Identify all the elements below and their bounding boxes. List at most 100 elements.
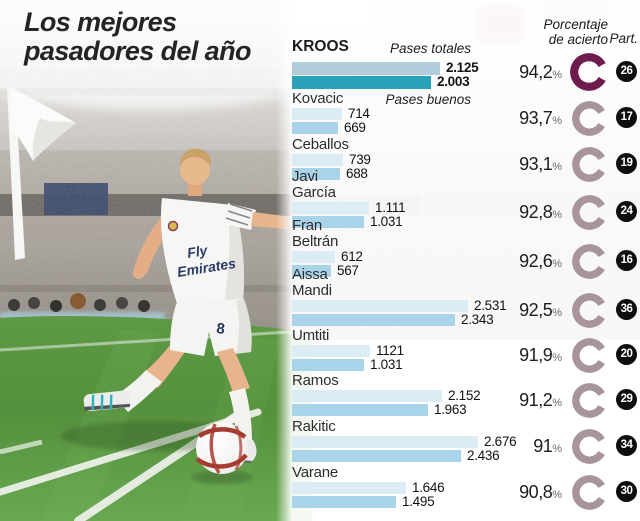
total-passes-bar (292, 154, 343, 166)
good-passes-value: 1.031 (370, 214, 403, 229)
accuracy-ring (572, 243, 607, 279)
accuracy-ring (572, 100, 607, 136)
player-name: Aissa Mandi (292, 266, 332, 299)
total-passes-bar (292, 62, 440, 75)
club-crest (167, 220, 179, 232)
corner-flag (7, 87, 76, 260)
legend-good-passes: Pases buenos (385, 92, 471, 107)
accuracy-percentage: 91% (533, 436, 562, 456)
player-name: Ramos (292, 372, 339, 389)
total-passes-bar (292, 108, 342, 120)
good-passes-bar (292, 122, 338, 134)
jersey-sponsor-line1: Fly (186, 242, 210, 261)
total-passes-value: 1121 (376, 343, 404, 358)
player-name: Ceballos (292, 136, 349, 153)
total-passes-value: 2.125 (446, 60, 479, 75)
player-name: Fran Beltrán (292, 217, 339, 250)
total-passes-value: 739 (349, 152, 371, 167)
accuracy-percentage: 92,8% (519, 202, 562, 222)
total-passes-value: 714 (348, 106, 370, 121)
good-passes-bar (292, 265, 331, 277)
accuracy-ring (572, 428, 607, 464)
total-passes-value: 2.531 (474, 298, 507, 313)
column-header-part: Part. (609, 31, 638, 46)
matches-badge: 24 (616, 201, 637, 222)
accuracy-header-line1: Porcentaje (543, 17, 608, 32)
accuracy-ring (572, 146, 607, 182)
accuracy-percentage: 92,5% (519, 300, 562, 320)
total-passes-value: 1.111 (375, 200, 406, 215)
accuracy-percentage: 90,8% (519, 482, 562, 502)
matches-badge: 29 (616, 389, 637, 410)
matches-badge: 36 (616, 299, 637, 320)
total-passes-bar (292, 202, 369, 214)
matches-badge: 20 (616, 344, 637, 365)
matches-badge: 30 (616, 481, 637, 502)
total-passes-bar (292, 390, 442, 402)
good-passes-bar (292, 168, 340, 180)
good-passes-value: 1.495 (402, 494, 435, 509)
accuracy-ring (570, 53, 608, 91)
matches-badge: 34 (616, 435, 637, 456)
matches-badge: 17 (616, 107, 637, 128)
accuracy-ring (572, 382, 607, 418)
left-boot (83, 390, 131, 412)
good-passes-value: 669 (344, 120, 366, 135)
good-passes-bar (292, 359, 364, 371)
total-passes-value: 612 (341, 249, 363, 264)
total-passes-bar (292, 345, 370, 357)
accuracy-percentage: 94,2% (519, 62, 562, 82)
good-passes-value: 1.963 (434, 402, 467, 417)
column-header-accuracy: Porcentaje de acierto (496, 17, 608, 47)
player-name: Rakitic (292, 418, 336, 435)
total-passes-value: 1.646 (412, 480, 445, 495)
accuracy-percentage: 92,6% (519, 251, 562, 271)
player-name: Umtiti (292, 327, 330, 344)
accuracy-percentage: 91,2% (519, 390, 562, 410)
accuracy-ring (572, 337, 607, 373)
good-passes-value: 2.343 (461, 312, 494, 327)
player-name: Javi García (292, 168, 336, 201)
good-passes-bar (292, 450, 461, 462)
matches-badge: 16 (616, 250, 637, 271)
total-passes-bar (292, 482, 406, 494)
matches-badge: 26 (616, 61, 637, 82)
good-passes-bar (292, 404, 428, 416)
total-passes-bar (292, 436, 478, 448)
accuracy-percentage: 93,1% (519, 154, 562, 174)
good-passes-value: 2.436 (467, 448, 500, 463)
total-passes-bar (292, 300, 468, 312)
good-passes-value: 567 (337, 263, 359, 278)
good-passes-bar (292, 314, 455, 326)
good-passes-bar (292, 496, 396, 508)
page-title: Los mejores pasadores del año (24, 7, 251, 67)
jersey-number: 8 (216, 320, 226, 338)
good-passes-value: 1.031 (370, 357, 403, 372)
accuracy-percentage: 93,7% (519, 108, 562, 128)
accuracy-ring (572, 474, 607, 510)
accuracy-percentage: 91,9% (519, 345, 562, 365)
accuracy-ring (572, 194, 607, 230)
photographers-row (8, 293, 150, 312)
player-name: Kovacic (292, 90, 344, 107)
matches-badge: 19 (616, 153, 637, 174)
title-line2: pasadores del año (24, 36, 251, 67)
title-line1: Los mejores (24, 7, 177, 37)
good-passes-bar (292, 216, 364, 228)
total-passes-value: 2.676 (484, 434, 517, 449)
accuracy-header-line2: de acierto (548, 31, 608, 47)
good-passes-value: 2.003 (437, 74, 470, 89)
total-passes-value: 2.152 (448, 388, 481, 403)
